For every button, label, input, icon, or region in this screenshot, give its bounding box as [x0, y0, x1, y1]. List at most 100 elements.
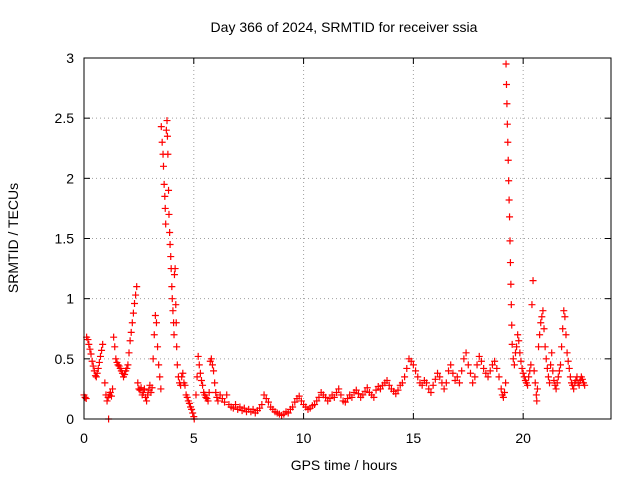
data-point — [236, 403, 244, 411]
data-point — [291, 398, 299, 406]
data-point — [436, 373, 444, 381]
data-point — [109, 385, 117, 393]
data-point — [204, 397, 212, 405]
data-point — [86, 345, 94, 353]
data-point — [570, 385, 578, 393]
data-point — [469, 379, 477, 387]
data-point — [499, 393, 507, 401]
x-tick-label: 20 — [515, 430, 531, 446]
data-point — [363, 384, 371, 392]
data-point — [553, 379, 561, 387]
data-point — [330, 393, 338, 401]
data-point — [376, 385, 384, 393]
data-point — [87, 350, 95, 358]
data-point — [163, 132, 171, 140]
data-point — [549, 367, 557, 375]
data-point — [560, 307, 568, 315]
data-point — [458, 367, 466, 375]
data-point — [128, 319, 136, 327]
data-series — [80, 60, 589, 423]
data-point — [111, 343, 119, 351]
data-point — [445, 367, 453, 375]
data-point — [361, 387, 369, 395]
data-point — [260, 391, 268, 399]
data-point — [211, 379, 219, 387]
data-point — [488, 361, 496, 369]
data-point — [372, 386, 380, 394]
data-point — [566, 373, 574, 381]
data-point — [341, 398, 349, 406]
data-point — [212, 389, 220, 397]
data-point — [207, 355, 215, 363]
data-point — [504, 138, 512, 146]
data-point — [503, 100, 511, 108]
data-point — [552, 385, 560, 393]
data-point — [493, 364, 501, 372]
data-point — [139, 389, 147, 397]
data-point — [123, 364, 131, 372]
y-tick-label: 3 — [66, 50, 74, 66]
data-point — [409, 361, 417, 369]
data-point — [158, 138, 166, 146]
data-point — [513, 343, 521, 351]
data-point — [159, 162, 167, 170]
data-point — [517, 357, 525, 365]
data-point — [502, 379, 510, 387]
data-point — [106, 389, 114, 397]
data-point — [510, 361, 518, 369]
data-point — [94, 364, 102, 372]
data-point — [229, 404, 237, 412]
data-point — [170, 331, 178, 339]
data-point — [537, 319, 545, 327]
data-point — [507, 301, 515, 309]
data-point — [518, 364, 526, 372]
data-point — [516, 349, 524, 357]
data-point — [165, 186, 173, 194]
data-point — [171, 265, 179, 273]
data-point — [89, 362, 97, 370]
data-point — [477, 357, 485, 365]
data-point — [539, 307, 547, 315]
data-point — [121, 370, 129, 378]
data-point — [460, 355, 468, 363]
data-point — [152, 319, 160, 327]
data-point — [383, 376, 391, 384]
data-point — [429, 381, 437, 389]
data-point — [505, 196, 513, 204]
data-point — [530, 367, 538, 375]
data-point — [210, 367, 218, 375]
data-point — [440, 385, 448, 393]
data-point — [514, 331, 522, 339]
data-point — [565, 364, 573, 372]
data-point — [562, 331, 570, 339]
data-point — [172, 319, 180, 327]
data-point — [99, 340, 107, 348]
data-point — [192, 391, 200, 399]
data-point — [205, 389, 213, 397]
data-point — [161, 192, 169, 200]
data-point — [262, 395, 270, 403]
data-point — [533, 397, 541, 405]
data-point — [162, 220, 170, 228]
data-point — [507, 280, 515, 288]
data-point — [170, 271, 178, 279]
data-point — [95, 358, 103, 366]
data-point — [161, 204, 169, 212]
data-point — [157, 123, 165, 131]
data-point — [337, 391, 345, 399]
plot-frame — [83, 57, 612, 420]
data-point — [434, 369, 442, 377]
x-tick-label: 5 — [190, 430, 198, 446]
data-point — [542, 355, 550, 363]
data-point — [508, 321, 516, 329]
data-point — [471, 373, 479, 381]
y-tick-label: 2.5 — [55, 110, 75, 126]
data-point — [475, 352, 483, 360]
data-point — [501, 389, 509, 397]
data-point — [157, 385, 165, 393]
data-point — [131, 299, 139, 307]
data-point — [447, 361, 455, 369]
data-point — [451, 376, 459, 384]
data-point — [418, 381, 426, 389]
data-point — [412, 367, 420, 375]
